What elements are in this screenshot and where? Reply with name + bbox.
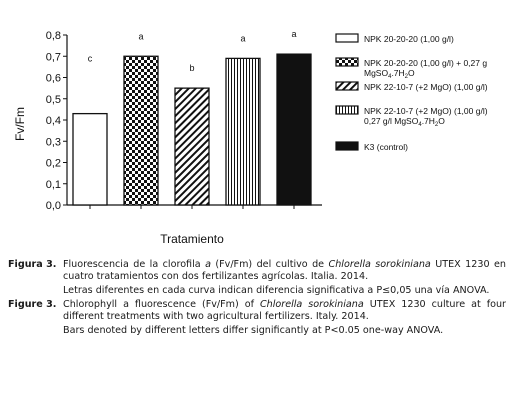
- legend-label-1-line-1: NPK 20-20-20 (1,00 g/l): [364, 34, 454, 44]
- y-tick-label: 0,3: [46, 136, 61, 148]
- y-tick-label: 0,7: [46, 51, 61, 63]
- caption-es-species: Chlorella sorokiniana: [328, 259, 431, 270]
- bar-1: [72, 112, 108, 206]
- caption-en-species: Chlorella sorokiniana: [259, 298, 364, 310]
- bar-3: [174, 87, 210, 206]
- y-tick-label: 0,5: [46, 94, 61, 106]
- y-tick-label: 0,1: [46, 179, 61, 191]
- legend-label-2-line-2: MgSO4.7H2O: [364, 68, 415, 80]
- legend-label-4-line-1: NPK 22-10-7 (+2 MgO) (1,00 g/l): [364, 106, 488, 116]
- figure-caption: Figura 3. Fluorescencia de la clorofila …: [8, 259, 506, 337]
- caption-en-note: Bars denoted by different letters differ…: [63, 325, 444, 337]
- caption-english: Figure 3. Chlorophyll a fluorescence (Fv…: [8, 299, 506, 338]
- bar-chart: 0,0 0,1 0,2 0,3 0,4 0,5 0,6 0,7 0,8 c a b a a NPK 20…: [13, 29, 488, 246]
- caption-spanish: Figura 3. Fluorescencia de la clorofila …: [8, 259, 506, 298]
- caption-label-es: Figura 3.: [8, 259, 57, 270]
- legend-label-5-line-1: K3 (control): [364, 142, 408, 152]
- caption-es-text-pre: Fluorescencia de la clorofila: [63, 259, 206, 270]
- legend-swatch-4: [335, 105, 359, 115]
- bars: c a b a a: [72, 29, 312, 206]
- y-axis-title: Fv/Fm: [13, 107, 27, 141]
- y-tick-label: 0,4: [46, 115, 61, 127]
- caption-label-en: Figure 3.: [8, 298, 57, 310]
- caption-es-text-mid: (Fv/Fm) del cultivo de: [210, 259, 329, 270]
- bar-5: [276, 53, 312, 206]
- legend-label-4-line-2: 0,27 g/l MgSO4.7H2O: [364, 116, 445, 128]
- caption-en-text-pre: Chlorophyll a fluorescence (Fv/Fm) of: [63, 298, 260, 310]
- legend-swatch-2: [335, 57, 359, 67]
- legend-label-3-line-1: NPK 22-10-7 (+2 MgO) (1,00 g/l): [364, 82, 488, 92]
- caption-es-italic-a: a: [205, 259, 211, 270]
- y-tick-label: 0,2: [46, 158, 61, 170]
- legend-swatch-3: [335, 81, 359, 91]
- x-axis-title: Tratamiento: [160, 232, 224, 246]
- y-tick-label: 0,0: [46, 200, 61, 212]
- caption-en-text-post: UTEX 1230 culture at four different trea…: [63, 298, 506, 322]
- significance-letter-4: a: [240, 33, 245, 43]
- legend-swatch-5: [335, 141, 359, 151]
- y-tick-label: 0,6: [46, 73, 61, 85]
- legend-label-2-line-1: NPK 20-20-20 (1,00 g/l) + 0,27 g: [364, 58, 487, 68]
- axes: 0,0 0,1 0,2 0,3 0,4 0,5 0,6 0,7 0,8: [46, 30, 322, 212]
- bar-4: [225, 57, 261, 206]
- significance-letter-3: b: [189, 63, 194, 73]
- legend-swatch-1: [335, 33, 359, 43]
- caption-es-note: Letras diferentes en cada curva indican …: [63, 285, 490, 297]
- y-tick-label: 0,8: [46, 30, 61, 42]
- caption-es-text-post: UTEX 1230 en cuatro tratamientos con dos…: [63, 259, 506, 283]
- bar-2: [123, 55, 159, 206]
- significance-letter-5: a: [291, 29, 296, 39]
- significance-letter-1: c: [88, 54, 93, 64]
- legend: NPK 20-20-20 (1,00 g/l) NPK 20-20-20 (1,0…: [335, 33, 488, 152]
- significance-letter-2: a: [138, 31, 143, 41]
